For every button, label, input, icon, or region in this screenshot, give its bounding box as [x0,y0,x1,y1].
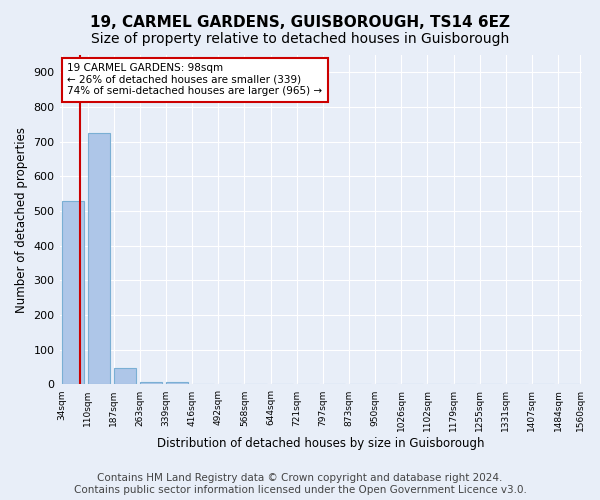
Bar [166,382,188,384]
Bar [88,133,110,384]
Text: 19, CARMEL GARDENS, GUISBOROUGH, TS14 6EZ: 19, CARMEL GARDENS, GUISBOROUGH, TS14 6E… [90,15,510,30]
Bar [140,382,162,384]
Text: 19 CARMEL GARDENS: 98sqm
← 26% of detached houses are smaller (339)
74% of semi-: 19 CARMEL GARDENS: 98sqm ← 26% of detach… [67,63,323,96]
Bar [114,368,136,384]
Text: Contains HM Land Registry data © Crown copyright and database right 2024.
Contai: Contains HM Land Registry data © Crown c… [74,474,526,495]
Y-axis label: Number of detached properties: Number of detached properties [15,126,28,312]
Text: Size of property relative to detached houses in Guisborough: Size of property relative to detached ho… [91,32,509,46]
Bar [62,200,84,384]
X-axis label: Distribution of detached houses by size in Guisborough: Distribution of detached houses by size … [157,437,485,450]
